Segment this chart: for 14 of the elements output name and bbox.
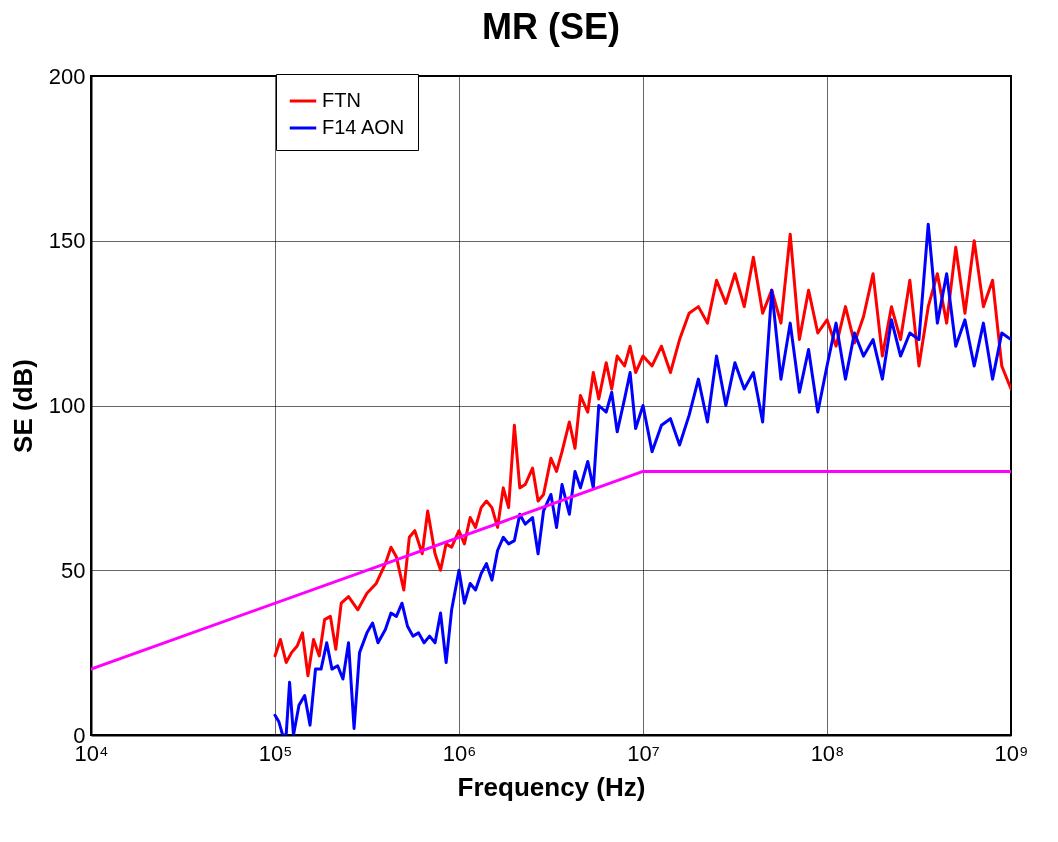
- y-axis-title: SE (dB): [7, 359, 38, 453]
- x-tick-label: 10⁶: [442, 740, 477, 766]
- y-tick-label: 50: [61, 557, 86, 583]
- x-tick-label: 10⁸: [810, 740, 845, 766]
- x-tick-label: 10⁵: [258, 740, 293, 766]
- y-tick-label: 200: [48, 63, 86, 89]
- legend-label: F14 AON: [322, 116, 405, 138]
- x-tick-label: 10⁹: [994, 740, 1029, 766]
- y-tick-label: 150: [48, 228, 86, 254]
- x-axis-title: Frequency (Hz): [457, 771, 646, 802]
- chart-title: MR (SE): [482, 6, 620, 47]
- x-tick-label: 10⁷: [627, 740, 660, 766]
- y-tick-label: 100: [48, 393, 86, 418]
- legend-label: FTN: [322, 89, 361, 111]
